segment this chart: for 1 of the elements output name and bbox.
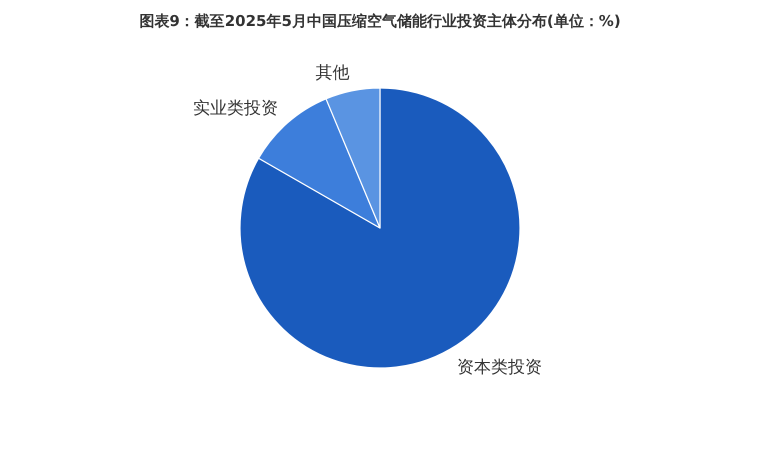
title: 图表9：截至2025年5月中国压缩空气储能行业投资主体分布(单位：%) xyxy=(139,12,621,30)
